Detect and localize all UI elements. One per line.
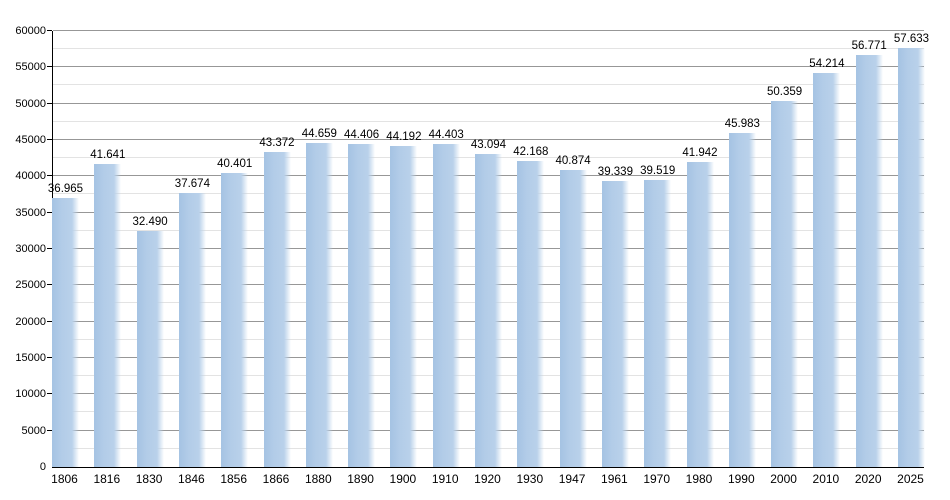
y-axis-tick-label: 0 (39, 461, 46, 473)
bar-value-label: 42.168 (513, 145, 549, 158)
bar-value-label: 57.633 (893, 33, 930, 46)
y-axis-tick-label: 35000 (15, 206, 46, 219)
y-axis-tick-mark (47, 393, 52, 394)
y-axis-tick-label: 40000 (15, 170, 46, 183)
bar (686, 162, 714, 467)
x-axis-tick-label: 1880 (304, 472, 332, 486)
x-axis-tick-label: 1970 (643, 472, 671, 486)
bar (517, 160, 545, 467)
bar (432, 144, 460, 467)
bar-value-label: 41.641 (90, 149, 126, 162)
bar (813, 73, 841, 467)
y-axis-tick-mark (47, 139, 52, 140)
bar-value-label: 40.401 (217, 158, 253, 171)
gridline-major (53, 66, 924, 67)
y-axis-tick-mark (47, 175, 52, 176)
x-axis-tick-label: 1890 (347, 472, 374, 486)
bar (263, 151, 291, 467)
y-axis-tick-mark (47, 103, 52, 104)
x-axis-tick-label: 1980 (685, 472, 713, 486)
bar-value-label: 39.519 (640, 164, 676, 177)
y-axis-tick-mark (47, 30, 52, 31)
x-axis-tick-label: 1856 (220, 472, 248, 486)
y-axis-tick-mark (47, 212, 52, 213)
x-axis-tick-label: 1806 (51, 472, 78, 486)
gridline-major (53, 103, 924, 104)
x-axis-tick-label: 1910 (431, 472, 459, 486)
y-axis-tick-label: 55000 (15, 61, 46, 74)
x-axis-tick-label: 2010 (812, 472, 840, 486)
y-axis-tick-label: 20000 (15, 315, 46, 328)
gridline-minor (53, 121, 924, 122)
bar (855, 54, 883, 467)
bar-value-label: 32.490 (132, 215, 168, 228)
y-axis-tick-mark (47, 66, 52, 67)
x-axis-tick-label: 1990 (727, 472, 755, 486)
y-axis-tick-label: 45000 (15, 134, 46, 146)
x-axis-tick-label: 1816 (93, 472, 121, 486)
y-axis-tick-mark (47, 321, 52, 322)
bar (221, 173, 249, 467)
bar (559, 170, 587, 467)
bar (348, 144, 376, 467)
bar-value-label: 56.771 (851, 39, 887, 52)
gridline-minor (53, 84, 924, 85)
bar (305, 142, 333, 467)
y-axis-tick-label: 10000 (15, 388, 46, 401)
bar (728, 132, 756, 467)
gridline-major (53, 139, 924, 140)
bar-value-label: 39.339 (597, 166, 633, 179)
x-axis-tick-label: 1920 (474, 472, 501, 486)
bar-value-label: 37.674 (174, 178, 210, 191)
bar (644, 179, 672, 467)
y-axis-tick-label: 30000 (15, 243, 46, 255)
y-axis-tick-label: 25000 (15, 279, 46, 292)
bar-value-label: 54.214 (809, 58, 845, 70)
bar-value-label: 40.874 (555, 155, 591, 167)
bar (136, 230, 164, 467)
bar-value-label: 44.192 (386, 130, 422, 143)
y-axis-tick-mark (47, 284, 52, 285)
bar-value-label: 43.094 (470, 138, 507, 151)
bar (94, 164, 122, 467)
bar-value-label: 44.406 (344, 129, 380, 142)
y-axis-tick-label: 5000 (21, 424, 46, 437)
y-axis-tick-mark (47, 248, 52, 249)
x-axis-tick-label: 1961 (601, 472, 628, 486)
bar-value-label: 41.942 (682, 147, 718, 160)
bar-value-label: 43.372 (259, 136, 295, 149)
bar (601, 181, 629, 467)
bar (52, 198, 79, 467)
gridline-minor (53, 48, 924, 49)
plot-area: 36.965 41.641 32.490 37.674 40.401 43.372 44.6… (47, 30, 929, 468)
x-axis-tick-label: 1900 (389, 472, 417, 486)
bar (178, 193, 206, 467)
x-axis-tick-label: 1830 (135, 472, 163, 486)
bar (898, 48, 925, 467)
gridline-major (53, 30, 924, 31)
bar (390, 145, 418, 467)
bar (475, 153, 502, 467)
x-axis-tick-label: 1846 (178, 472, 205, 486)
x-axis-tick-label: 2025 (897, 472, 924, 486)
x-axis-tick-label: 1930 (516, 472, 544, 486)
x-axis-tick-label: 1947 (558, 472, 586, 486)
bar-value-label: 45.983 (724, 117, 760, 130)
bar-value-label: 50.359 (767, 86, 803, 99)
bar-value-label: 36.965 (47, 183, 84, 196)
x-axis-tick-label: 2000 (770, 472, 797, 486)
y-axis-tick-label: 60000 (15, 25, 46, 37)
x-axis-tick-label: 2020 (854, 472, 882, 486)
bar (771, 101, 799, 467)
y-axis-tick-mark (47, 430, 52, 431)
y-axis-tick-label: 50000 (15, 97, 46, 110)
bar-value-label: 44.403 (428, 129, 464, 142)
y-axis-tick-mark (47, 357, 52, 358)
x-axis-tick-label: 1866 (262, 472, 290, 486)
bar-value-label: 44.659 (301, 127, 337, 140)
y-axis-tick-label: 15000 (15, 352, 46, 364)
